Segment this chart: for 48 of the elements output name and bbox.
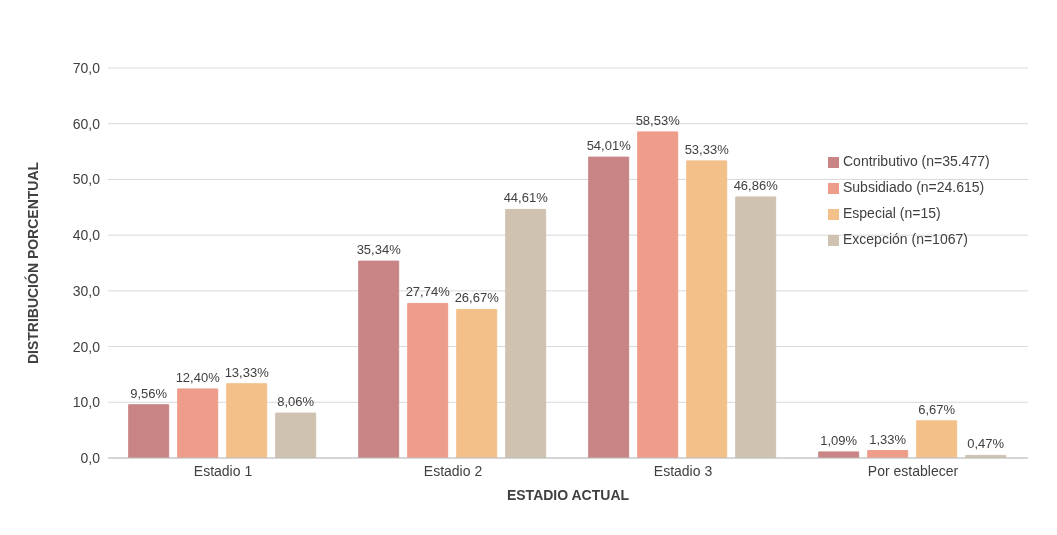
- bar: [128, 404, 170, 458]
- data-label: 35,34%: [356, 242, 402, 258]
- bar: [226, 383, 268, 458]
- bar: [177, 388, 219, 458]
- bar: [686, 160, 728, 458]
- data-label: 8,06%: [277, 394, 315, 410]
- bar: [505, 208, 547, 458]
- legend-label: Subsidiado (n=24.615): [843, 179, 985, 195]
- data-label: 53,33%: [684, 141, 730, 157]
- data-label: 13,33%: [224, 364, 270, 380]
- bar: [407, 302, 449, 458]
- legend-label: Excepción (n=1067): [843, 231, 968, 247]
- x-tick-label: Por establecer: [867, 462, 959, 479]
- y-tick-label: 60,0: [72, 115, 101, 132]
- bar: [456, 308, 498, 458]
- bar: [916, 420, 958, 458]
- data-label: 1,09%: [820, 432, 858, 448]
- x-tick-label: Estadio 1: [193, 462, 253, 479]
- y-tick-label: 50,0: [72, 171, 101, 188]
- data-label: 54,01%: [586, 138, 632, 154]
- legend-label: Contributivo (n=35.477): [843, 153, 990, 169]
- y-tick-label: 10,0: [72, 394, 101, 411]
- bar: [358, 260, 400, 458]
- bar: [735, 196, 777, 458]
- x-axis-title: ESTADIO ACTUAL: [506, 487, 630, 503]
- bar: [818, 451, 860, 458]
- y-axis-title: DISTRIBUCIÓN PORCENTUAL: [23, 161, 41, 365]
- data-label: 6,67%: [918, 401, 956, 417]
- bar: [588, 156, 630, 458]
- data-label: 1,33%: [869, 431, 907, 447]
- data-label: 9,56%: [130, 385, 168, 401]
- data-label: 44,61%: [503, 190, 549, 206]
- data-label: 26,67%: [454, 290, 500, 306]
- y-tick-label: 20,0: [72, 338, 101, 355]
- data-label: 58,53%: [635, 112, 681, 128]
- data-label: 0,47%: [967, 436, 1005, 452]
- x-tick-label: Estadio 3: [653, 462, 713, 479]
- legend-label: Especial (n=15): [843, 205, 941, 221]
- data-label: 46,86%: [733, 177, 779, 193]
- y-tick-label: 0,0: [80, 449, 101, 466]
- bar: [637, 131, 679, 458]
- x-tick-label: Estadio 2: [423, 462, 483, 479]
- data-label: 12,40%: [175, 369, 221, 385]
- y-tick-label: 30,0: [72, 282, 101, 299]
- y-tick-label: 70,0: [72, 59, 101, 76]
- y-tick-label: 40,0: [72, 227, 101, 244]
- data-label: 27,74%: [405, 284, 451, 300]
- bar: [275, 412, 317, 458]
